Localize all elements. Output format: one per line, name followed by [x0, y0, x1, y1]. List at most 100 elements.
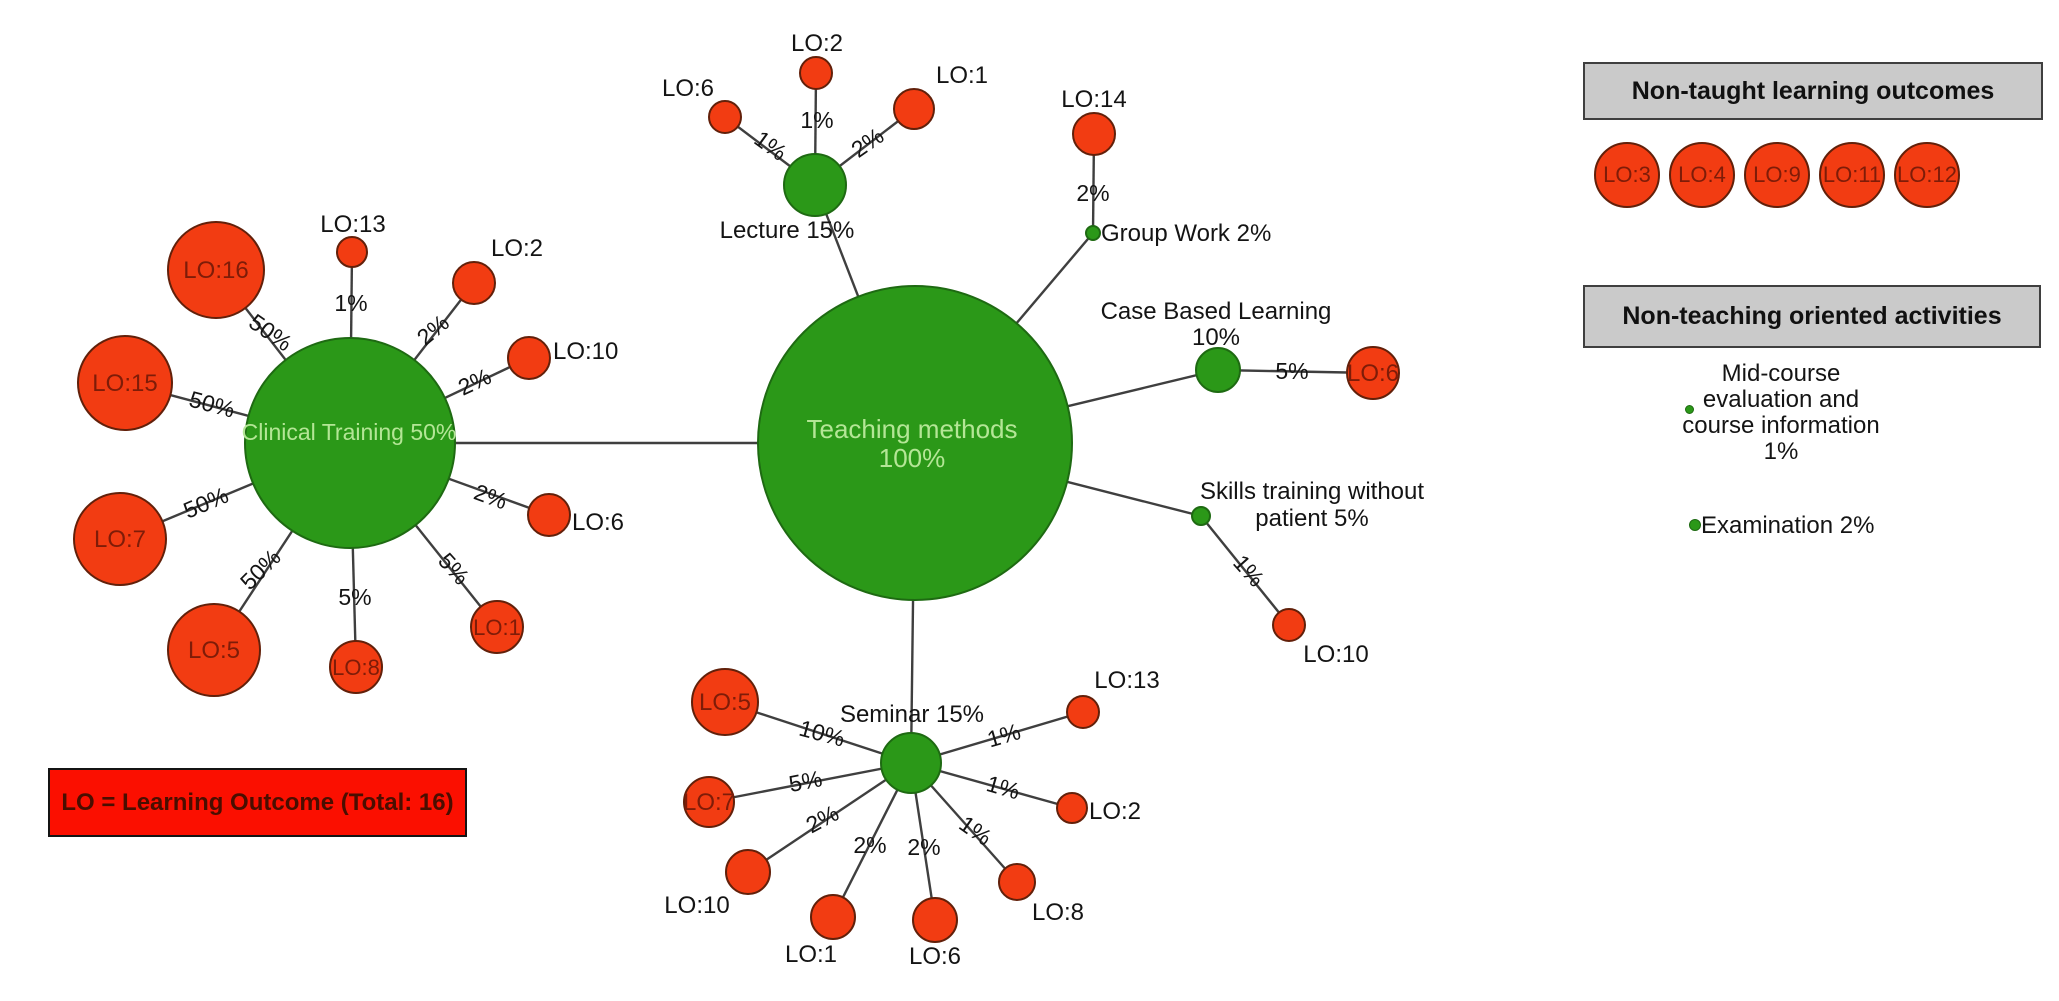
node-label-cl-lo10-0: LO:10 — [553, 338, 618, 365]
edge-label-lecture-lec-lo2: 1% — [800, 107, 833, 133]
node-clinical-training — [244, 337, 456, 549]
node-sem-lo8 — [998, 863, 1036, 901]
edge-label-group-work-gw-lo14: 2% — [1076, 180, 1109, 206]
edge-label-seminar-sem-lo13: 1% — [984, 718, 1023, 752]
node-label-cl-lo16-0: LO:16 — [183, 257, 248, 284]
node-label-teaching-methods-1: 100% — [879, 443, 946, 473]
node-label-sem-lo13-0: LO:13 — [1094, 667, 1159, 694]
node-sem-lo13 — [1066, 695, 1100, 729]
node-group-work — [1085, 225, 1101, 241]
node-cl-lo16 — [167, 221, 265, 319]
edge-label-seminar-sem-lo6: 2% — [907, 834, 940, 860]
node-teaching-methods — [757, 285, 1073, 601]
node-label-sem-lo1-0: LO:1 — [785, 941, 837, 968]
examination-activity-dot — [1689, 519, 1701, 531]
node-sem-lo5 — [691, 668, 759, 736]
node-label-sk-lo10-0: LO:10 — [1303, 641, 1368, 668]
node-label-gw-lo14-0: LO:14 — [1061, 86, 1126, 113]
edge-label-lecture-lec-lo6: 1% — [750, 125, 792, 166]
node-cl-lo1 — [470, 600, 524, 654]
node-label-skills-training-0: Skills training without — [1200, 478, 1424, 505]
edge-label-seminar-sem-lo1: 2% — [853, 832, 886, 858]
non-taught-outcome-circle: LO:12 — [1894, 142, 1960, 208]
non-taught-outcome-circle: LO:11 — [1819, 142, 1885, 208]
node-label-sem-lo2-0: LO:2 — [1089, 798, 1141, 825]
node-sem-lo1 — [810, 894, 856, 940]
node-cl-lo2 — [452, 261, 496, 305]
node-lec-lo2 — [799, 56, 833, 90]
edge-label-clinical-training-cl-lo6: 2% — [471, 479, 511, 515]
node-sem-lo6 — [912, 897, 958, 943]
edge-label-clinical-training-cl-lo13: 1% — [334, 290, 367, 316]
node-label-sem-lo7-0: LO:7 — [683, 789, 735, 816]
mid-course-line-1: Mid-course — [1721, 360, 1841, 387]
legend-non-taught-title: Non-taught learning outcomes — [1583, 62, 2043, 120]
mid-course-line-4: 1% — [1763, 438, 1799, 465]
node-label-skills-training-1: patient 5% — [1255, 505, 1368, 532]
edge-label-case-based-learning-cbl-lo6: 5% — [1275, 358, 1308, 384]
node-sem-lo10 — [725, 849, 771, 895]
mid-course-activity-dot — [1685, 405, 1694, 414]
node-cl-lo15 — [77, 335, 173, 431]
node-cl-lo8 — [329, 640, 383, 694]
node-lecture — [783, 153, 847, 217]
node-sem-lo7 — [683, 776, 735, 828]
node-label-cl-lo15-0: LO:15 — [92, 370, 157, 397]
edge-label-seminar-sem-lo8: 1% — [955, 810, 997, 850]
node-lec-lo1 — [893, 88, 935, 130]
node-cl-lo13 — [336, 236, 368, 268]
node-label-cl-lo2-0: LO:2 — [491, 235, 543, 262]
node-seminar — [880, 732, 942, 794]
edge-label-clinical-training-cl-lo7: 50% — [180, 482, 233, 524]
node-label-cl-lo13-0: LO:13 — [320, 211, 385, 238]
node-label-lec-lo2-0: LO:2 — [791, 30, 843, 57]
non-taught-outcome-circle: LO:4 — [1669, 142, 1735, 208]
node-sk-lo10 — [1272, 608, 1306, 642]
node-lec-lo6 — [708, 100, 742, 134]
non-taught-outcome-circle: LO:3 — [1594, 142, 1660, 208]
node-label-lecture-0: Lecture 15% — [720, 217, 855, 244]
node-case-based-learning — [1195, 347, 1241, 393]
node-cl-lo7 — [73, 492, 167, 586]
node-label-sem-lo6-0: LO:6 — [909, 943, 961, 970]
node-label-lec-lo1-0: LO:1 — [936, 62, 988, 89]
node-label-clinical-training-0: Clinical Training 50% — [242, 419, 457, 445]
edge-label-clinical-training-cl-lo10: 2% — [454, 363, 495, 401]
edge-seminar-sem-lo10 — [747, 762, 912, 873]
node-label-cl-lo8-0: LO:8 — [332, 655, 380, 680]
edge-label-clinical-training-cl-lo8: 5% — [338, 584, 371, 610]
node-label-sem-lo8-0: LO:8 — [1032, 899, 1084, 926]
edge-label-seminar-sem-lo2: 1% — [984, 770, 1023, 804]
node-gw-lo14 — [1072, 112, 1116, 156]
node-label-group-work-0: Group Work 2% — [1101, 220, 1271, 247]
lo-definition-note: LO = Learning Outcome (Total: 16) — [48, 768, 467, 837]
edge-seminar-sem-lo7 — [708, 761, 912, 804]
mid-course-line-3: course information — [1682, 412, 1880, 439]
node-cl-lo10 — [507, 336, 551, 380]
node-label-case-based-learning-1: 10% — [1192, 324, 1240, 351]
edge-label-clinical-training-cl-lo15: 50% — [186, 386, 237, 423]
node-label-seminar-0: Seminar 15% — [840, 701, 984, 728]
edge-label-seminar-sem-lo7: 5% — [787, 765, 825, 797]
node-label-cbl-lo6-0: LO:6 — [1347, 360, 1399, 387]
node-cbl-lo6 — [1346, 346, 1400, 400]
mid-course-activity-label: Mid-course evaluation and course informa… — [1661, 361, 1901, 465]
legend-non-teaching-title: Non-teaching oriented activities — [1583, 285, 2041, 348]
node-label-sem-lo5-0: LO:5 — [699, 689, 751, 716]
non-taught-outcome-circle: LO:9 — [1744, 142, 1810, 208]
node-label-lec-lo6-0: LO:6 — [662, 75, 714, 102]
node-label-teaching-methods-0: Teaching methods — [806, 414, 1017, 444]
node-label-sem-lo10-0: LO:10 — [664, 892, 729, 919]
node-skills-training — [1191, 506, 1211, 526]
node-label-cl-lo5-0: LO:5 — [188, 637, 240, 664]
node-label-cl-lo6-0: LO:6 — [572, 509, 624, 536]
non-taught-outcomes-row: LO:3 LO:4 LO:9 LO:11 LO:12 — [1594, 142, 1960, 208]
examination-activity-label: Examination 2% — [1701, 512, 1875, 539]
node-label-cl-lo1-0: LO:1 — [473, 615, 521, 640]
node-cl-lo6 — [527, 493, 571, 537]
node-label-cl-lo7-0: LO:7 — [94, 526, 146, 553]
node-cl-lo5 — [167, 603, 261, 697]
mid-course-line-2: evaluation and — [1702, 386, 1860, 413]
